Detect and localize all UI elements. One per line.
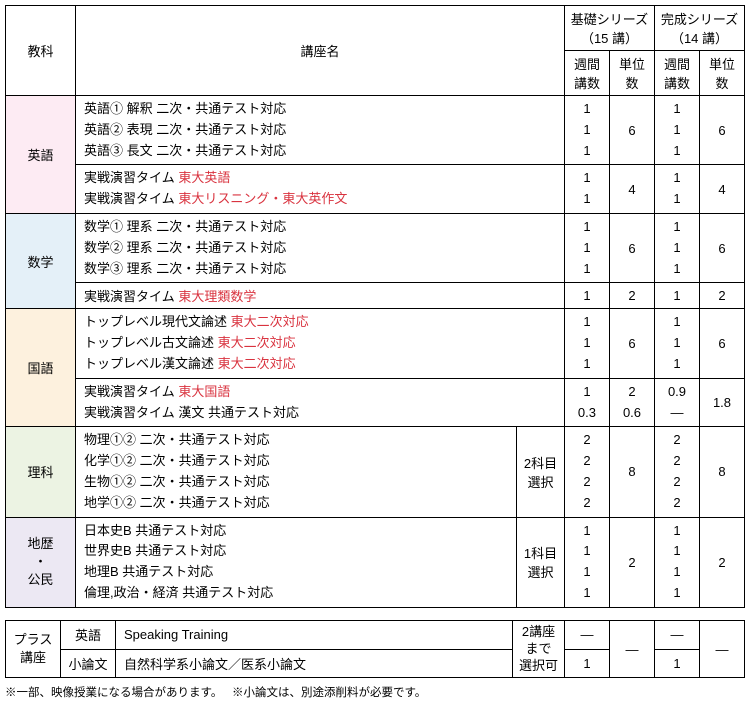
courses-social: 日本史B 共通テスト対応 世界史B 共通テスト対応 地理B 共通テスト対応 倫理… [76,517,517,607]
cell-value: 1 [655,649,700,678]
header-complete: 完成シリーズ （14 講） [654,6,744,51]
cell-value: — [655,620,700,649]
header-weekly-2: 週間講数 [654,51,699,96]
cell-value: 8 [609,427,654,517]
cell-value: 6 [699,309,744,378]
cell-value: 2 [609,517,654,607]
cell-value: 111 [564,309,609,378]
cell-value: — [565,620,610,649]
plus-courses-table: プラス講座 英語 Speaking Training 2講座まで選択可 — — … [5,620,745,679]
cell-value: 10.3 [564,378,609,427]
option-science: 2科目選択 [516,427,564,517]
courses-math-practice: 実戦演習タイム 東大理類数学 [76,283,565,309]
courses-science: 物理①② 二次・共通テスト対応 化学①② 二次・共通テスト対応 生物①② 二次・… [76,427,517,517]
courses-japanese-practice: 実戦演習タイム 東大国語 実戦演習タイム 漢文 共通テスト対応 [76,378,565,427]
cell-value: 6 [609,309,654,378]
header-subject: 教科 [6,6,76,96]
subject-japanese: 国語 [6,309,76,427]
cell-value: 111 [564,96,609,165]
cell-value: 8 [699,427,744,517]
cell-value: 1 [654,283,699,309]
plus-english: 英語 [61,620,116,649]
subject-science: 理科 [6,427,76,517]
course-speaking: Speaking Training [116,620,513,649]
cell-value: 1111 [564,517,609,607]
cell-value: 6 [699,96,744,165]
subject-plus: プラス講座 [6,620,61,678]
option-plus: 2講座まで選択可 [513,620,565,678]
header-course: 講座名 [76,6,565,96]
header-basic-label: 基礎シリーズ [571,12,648,27]
courses-english-main: 英語① 解釈 二次・共通テスト対応 英語② 表現 二次・共通テスト対応 英語③ … [76,96,565,165]
footnotes: ※一部、映像授業になる場合があります。 ※小論文は、別途添削料が必要です。 [5,684,745,700]
cell-value: 11 [564,165,609,214]
cell-value: 6 [699,213,744,282]
cell-value: 11 [654,165,699,214]
cell-value: 1 [565,649,610,678]
cell-value: 2 [699,283,744,309]
header-units-2: 単位数 [699,51,744,96]
subject-english: 英語 [6,96,76,214]
header-units-1: 単位数 [609,51,654,96]
cell-value: 2 [609,283,654,309]
cell-value: 20.6 [609,378,654,427]
note-2: ※小論文は、別途添削料が必要です。 [232,687,426,699]
course-essay: 自然科学系小論文／医系小論文 [116,649,513,678]
cell-value: — [610,620,655,678]
cell-value: 4 [699,165,744,214]
subject-social: 地歴・公民 [6,517,76,607]
header-complete-count: （14 講） [671,31,728,46]
header-basic-count: （15 講） [581,31,638,46]
plus-essay: 小論文 [61,649,116,678]
courses-english-practice: 実戦演習タイム 東大英語 実戦演習タイム 東大リスニング・東大英作文 [76,165,565,214]
header-weekly-1: 週間講数 [564,51,609,96]
main-curriculum-table: 教科 講座名 基礎シリーズ （15 講） 完成シリーズ （14 講） 週間講数 … [5,5,745,608]
cell-value: 6 [609,213,654,282]
cell-value: 111 [654,213,699,282]
subject-math: 数学 [6,213,76,308]
cell-value: 1111 [654,517,699,607]
cell-value: 111 [654,96,699,165]
cell-value: 6 [609,96,654,165]
cell-value: — [700,620,745,678]
header-complete-label: 完成シリーズ [661,12,738,27]
cell-value: 111 [564,213,609,282]
courses-japanese-main: トップレベル現代文論述 東大二次対応 トップレベル古文論述 東大二次対応 トップ… [76,309,565,378]
cell-value: 2222 [654,427,699,517]
cell-value: 1 [564,283,609,309]
header-basic: 基礎シリーズ （15 講） [564,6,654,51]
note-1: ※一部、映像授業になる場合があります。 [5,687,222,699]
cell-value: 111 [654,309,699,378]
cell-value: 2222 [564,427,609,517]
cell-value: 4 [609,165,654,214]
cell-value: 0.9— [654,378,699,427]
option-social: 1科目選択 [516,517,564,607]
cell-value: 2 [699,517,744,607]
cell-value: 1.8 [699,378,744,427]
courses-math-main: 数学① 理系 二次・共通テスト対応 数学② 理系 二次・共通テスト対応 数学③ … [76,213,565,282]
